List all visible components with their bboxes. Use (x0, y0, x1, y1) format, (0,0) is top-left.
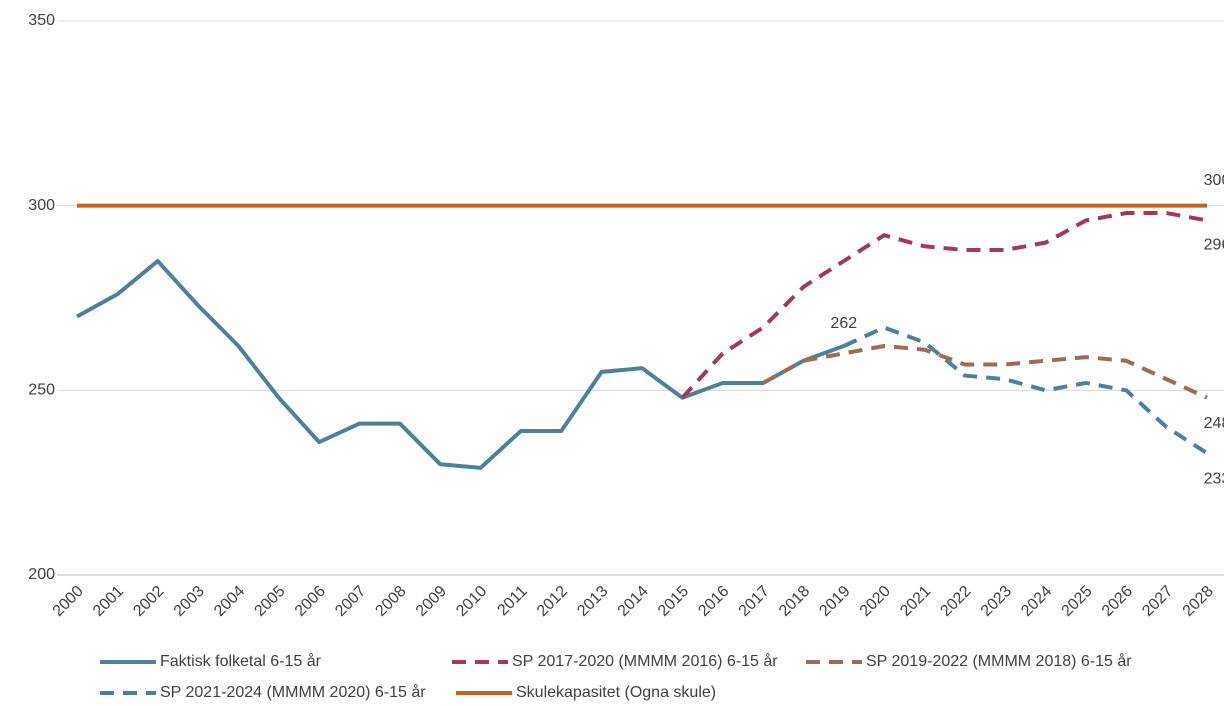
x-tick-label: 2012 (534, 583, 571, 620)
x-tick-label: 2018 (776, 583, 813, 620)
y-tick-label: 250 (28, 382, 55, 399)
x-tick-label: 2015 (655, 583, 692, 620)
series-line (680, 211, 1208, 400)
x-tick-label: 2017 (736, 583, 773, 620)
x-tick-label: 2024 (1018, 583, 1055, 620)
series-line (762, 344, 1208, 400)
x-tick-label: 2016 (695, 583, 732, 620)
x-tick-label: 2022 (937, 583, 974, 620)
legend-label: SP 2017-2020 (MMMM 2016) 6-15 år (512, 652, 778, 670)
x-tick-label: 2001 (90, 583, 127, 620)
y-tick-label: 300 (28, 197, 55, 214)
x-tick-label: 2009 (413, 583, 450, 620)
x-tick-label: 2010 (453, 583, 490, 620)
legend-label: SP 2019-2022 (MMMM 2018) 6-15 år (866, 652, 1132, 670)
x-tick-label: 2020 (857, 583, 894, 620)
x-tick-label: 2025 (1059, 583, 1096, 620)
x-tick-label: 2028 (1180, 583, 1217, 620)
x-tick-label: 2027 (1139, 583, 1176, 620)
data-label: 233 (1204, 470, 1224, 487)
x-tick-label: 2003 (171, 583, 208, 620)
x-tick-label: 2005 (251, 583, 288, 620)
legend-label: SP 2021-2024 (MMMM 2020) 6-15 år (160, 683, 426, 701)
legend-label: Faktisk folketal 6-15 år (160, 652, 322, 670)
data-label: 248 (1204, 415, 1224, 432)
x-tick-label: 2008 (372, 583, 409, 620)
y-tick-label: 200 (28, 566, 55, 583)
x-tick-label: 2011 (494, 583, 530, 619)
x-tick-label: 2026 (1099, 583, 1136, 620)
x-tick-label: 2007 (332, 583, 369, 620)
legend-label: Skulekapasitet (Ogna skule) (516, 684, 716, 701)
data-label: 296 (1204, 237, 1224, 254)
series-line (76, 259, 845, 470)
series-line (842, 325, 1209, 455)
x-tick-label: 2019 (816, 583, 853, 620)
x-tick-label: 2006 (292, 583, 329, 620)
x-tick-label: 2013 (574, 583, 611, 620)
data-label: 300 (1204, 172, 1224, 189)
x-tick-label: 2021 (897, 583, 934, 620)
x-tick-label: 2002 (130, 583, 167, 620)
x-tick-label: 2014 (615, 583, 652, 620)
data-label: 262 (830, 315, 857, 332)
x-tick-label: 2000 (50, 583, 87, 620)
y-tick-label: 350 (28, 12, 55, 29)
x-tick-label: 2004 (211, 583, 248, 620)
x-tick-label: 2023 (978, 583, 1015, 620)
